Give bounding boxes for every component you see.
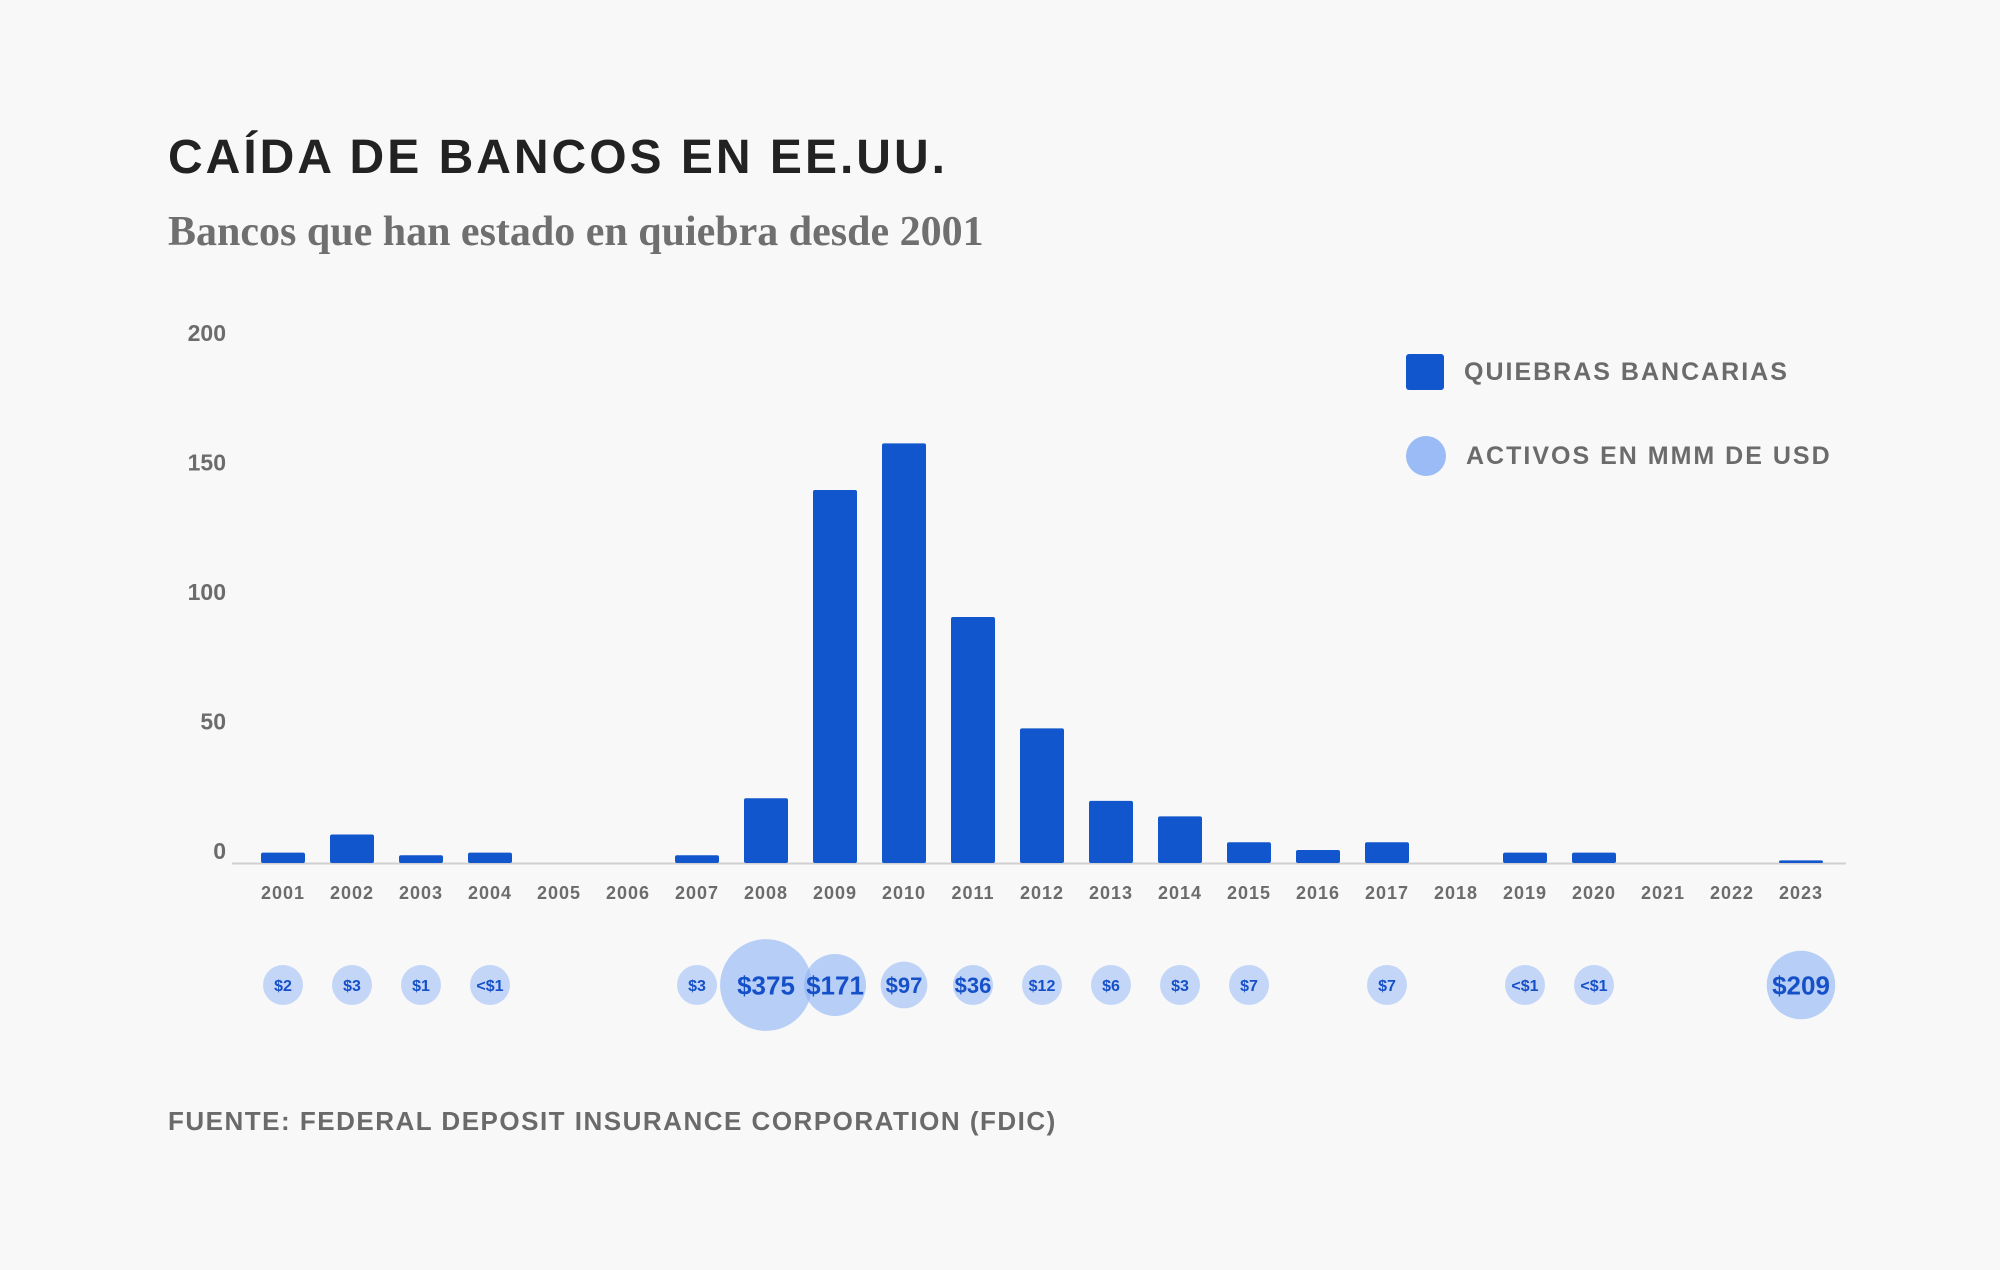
x-tick-label: 2009: [813, 883, 857, 903]
y-tick-label: 0: [213, 838, 226, 864]
x-tick-label: 2010: [882, 883, 926, 903]
asset-label-2014: $3: [1171, 978, 1189, 995]
x-tick-label: 2022: [1710, 883, 1754, 903]
bar-2012: [1020, 728, 1064, 863]
asset-bubble-2015: [1229, 965, 1269, 1005]
asset-label-2017: $7: [1378, 978, 1396, 995]
asset-label-2008: $375: [737, 970, 795, 1000]
chart-subtitle: Bancos que han estado en quiebra desde 2…: [168, 209, 984, 255]
asset-label-2002: $3: [343, 978, 361, 995]
bar-2007: [675, 855, 719, 863]
y-tick-label: 100: [188, 579, 226, 605]
bar-2001: [261, 852, 305, 863]
bar-2004: [468, 852, 512, 863]
legend-swatch-bubble: [1406, 436, 1446, 476]
asset-label-2023: $209: [1772, 970, 1830, 1000]
x-tick-label: 2011: [951, 883, 994, 903]
asset-label-2004: <$1: [476, 978, 503, 995]
asset-label-2013: $6: [1102, 978, 1120, 995]
asset-bubble-2014: [1160, 965, 1200, 1005]
bar-2017: [1365, 842, 1409, 863]
bar-2008: [744, 798, 788, 863]
x-tick-label: 2007: [675, 883, 719, 903]
y-tick-label: 150: [188, 450, 226, 476]
bars-group: [261, 443, 1823, 863]
x-tick-label: 2012: [1020, 883, 1064, 903]
asset-bubble-2010: [880, 961, 928, 1009]
asset-bubble-2009: [804, 954, 866, 1016]
asset-bubble-2003: [401, 965, 441, 1005]
legend-swatch-bar: [1406, 354, 1444, 390]
asset-label-2007: $3: [688, 978, 706, 995]
source-note: FUENTE: FEDERAL DEPOSIT INSURANCE CORPOR…: [168, 1106, 1057, 1136]
x-tick-label: 2023: [1779, 883, 1823, 903]
x-tick-label: 2016: [1296, 883, 1340, 903]
bar-2010: [882, 443, 926, 863]
bar-2023: [1779, 860, 1823, 863]
asset-bubble-2002: [332, 965, 372, 1005]
x-tick-label: 2008: [744, 883, 788, 903]
bar-2013: [1089, 800, 1133, 863]
y-tick-label: 50: [200, 709, 226, 735]
bar-2020: [1572, 852, 1616, 863]
asset-bubble-2011: [953, 965, 993, 1005]
asset-label-2010: $97: [886, 973, 923, 998]
asset-bubble-2020: [1574, 965, 1614, 1005]
x-tick-label: 2005: [537, 883, 581, 903]
asset-bubble-2001: [263, 965, 303, 1005]
bar-2009: [813, 490, 857, 863]
x-tick-label: 2019: [1503, 883, 1547, 903]
legend: QUIEBRAS BANCARIAS ACTIVOS EN MMM DE USD: [1406, 352, 1832, 520]
legend-item-failures: QUIEBRAS BANCARIAS: [1406, 352, 1832, 392]
asset-bubble-2008: [720, 939, 812, 1031]
asset-bubble-2017: [1367, 965, 1407, 1005]
chart-title: CAÍDA DE BANCOS EN EE.UU.: [168, 131, 948, 184]
bar-2003: [399, 855, 443, 863]
x-tick-label: 2014: [1158, 883, 1202, 903]
y-axis: 0 50 100 150 200: [188, 320, 226, 864]
x-tick-label: 2018: [1434, 883, 1478, 903]
x-tick-label: 2021: [1641, 883, 1685, 903]
x-tick-label: 2017: [1365, 883, 1409, 903]
asset-bubble-2019: [1505, 965, 1545, 1005]
x-tick-label: 2001: [261, 883, 305, 903]
bar-2015: [1227, 842, 1271, 863]
asset-label-2003: $1: [412, 978, 430, 995]
asset-label-2011: $36: [955, 973, 992, 998]
asset-label-2001: $2: [274, 978, 292, 995]
x-tick-label: 2002: [330, 883, 374, 903]
x-tick-label: 2020: [1572, 883, 1616, 903]
bar-2011: [951, 616, 995, 863]
bar-2019: [1503, 852, 1547, 863]
asset-bubble-2007: [677, 965, 717, 1005]
legend-label-assets: ACTIVOS EN MMM DE USD: [1466, 441, 1832, 470]
asset-label-2015: $7: [1240, 978, 1258, 995]
bubbles-group: $2 $3 $1 <$1 $3 $375 $171 $97 $36 $12 $6 $3 $7 $7 <$1 <…: [263, 939, 1836, 1031]
x-tick-label: 2015: [1227, 883, 1271, 903]
legend-item-assets: ACTIVOS EN MMM DE USD: [1406, 436, 1832, 476]
bar-2002: [330, 834, 374, 863]
bar-2014: [1158, 816, 1202, 863]
x-tick-label: 2006: [606, 883, 650, 903]
x-tick-label: 2004: [468, 883, 512, 903]
asset-label-2020: <$1: [1580, 978, 1607, 995]
asset-bubble-2023: [1766, 950, 1836, 1020]
y-tick-label: 200: [188, 320, 226, 346]
asset-label-2012: $12: [1029, 978, 1056, 995]
asset-label-2009: $171: [806, 970, 864, 1000]
asset-bubble-2004: [470, 965, 510, 1005]
asset-label-2019: <$1: [1511, 978, 1538, 995]
legend-label-failures: QUIEBRAS BANCARIAS: [1464, 357, 1789, 386]
bar-2016: [1296, 850, 1340, 863]
asset-bubble-2013: [1091, 965, 1131, 1005]
asset-bubble-2012: [1022, 965, 1062, 1005]
x-tick-label: 2003: [399, 883, 443, 903]
x-tick-label: 2013: [1089, 883, 1133, 903]
x-axis: 2001 2002 2003 2004 2005 2006 2007 2008 2009 2010…: [261, 883, 1823, 903]
